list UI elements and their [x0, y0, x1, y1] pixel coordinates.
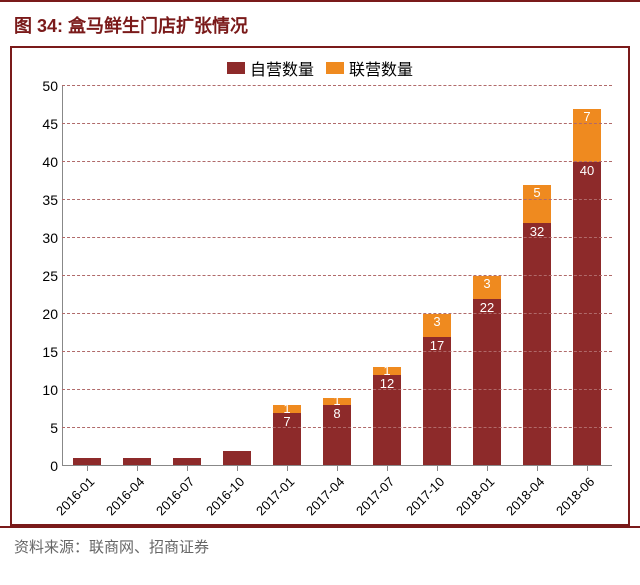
x-tick-mark — [537, 466, 538, 471]
y-tick-label: 5 — [24, 420, 58, 436]
y-gridline — [62, 161, 612, 162]
y-tick-label: 35 — [24, 192, 58, 208]
y-gridline — [62, 237, 612, 238]
y-tick-label: 30 — [24, 230, 58, 246]
x-tick-mark — [287, 466, 288, 471]
x-tick-label: 2016-01 — [53, 474, 97, 518]
bar-value-label: 8 — [323, 406, 351, 421]
bar-segment — [223, 451, 251, 466]
bar-value-label: 7 — [573, 109, 601, 124]
y-axis: 05101520253035404550 — [22, 86, 62, 466]
bar-value-label: 3 — [423, 314, 451, 329]
x-tick-label: 2017-10 — [403, 474, 447, 518]
x-tick-label: 2017-07 — [353, 474, 397, 518]
x-tick-mark — [437, 466, 438, 471]
chart-title: 图 34: 盒马鲜生门店扩张情况 — [14, 12, 626, 38]
title-bar: 图 34: 盒马鲜生门店扩张情况 — [0, 0, 640, 46]
bar-segment — [473, 299, 501, 466]
x-tick-mark — [587, 466, 588, 471]
x-axis-labels: 2016-012016-042016-072016-102017-012017-… — [62, 466, 612, 526]
y-tick-label: 20 — [24, 306, 58, 322]
x-tick-label: 2018-06 — [553, 474, 597, 518]
bar-segment — [573, 162, 601, 466]
x-tick-mark — [237, 466, 238, 471]
bar-value-label: 1 — [273, 401, 301, 416]
y-tick-label: 10 — [24, 382, 58, 398]
bar-value-label: 1 — [323, 393, 351, 408]
bar-segment — [523, 223, 551, 466]
y-gridline — [62, 123, 612, 124]
x-tick-label: 2018-01 — [453, 474, 497, 518]
y-gridline — [62, 85, 612, 86]
y-gridline — [62, 275, 612, 276]
x-tick-mark — [137, 466, 138, 471]
x-tick-mark — [87, 466, 88, 471]
legend-item: 联营数量 — [326, 56, 413, 80]
y-tick-label: 45 — [24, 116, 58, 132]
x-tick-label: 2018-04 — [503, 474, 547, 518]
y-tick-label: 40 — [24, 154, 58, 170]
bars-layer: 7181121173223325407 — [62, 86, 612, 466]
legend: 自营数量 联营数量 — [22, 56, 618, 80]
figure-container: 图 34: 盒马鲜生门店扩张情况 自营数量联营数量 05101520253035… — [0, 0, 640, 585]
y-tick-label: 15 — [24, 344, 58, 360]
source-text: 资料来源：联商网、招商证券 — [0, 526, 640, 565]
plot-area: 05101520253035404550 7181121173223325407 — [62, 86, 612, 466]
legend-swatch — [326, 62, 344, 74]
x-tick-label: 2016-10 — [203, 474, 247, 518]
x-tick-label: 2017-01 — [253, 474, 297, 518]
bar-value-label: 1 — [373, 363, 401, 378]
y-gridline — [62, 351, 612, 352]
bar-value-label: 3 — [473, 276, 501, 291]
x-tick-mark — [387, 466, 388, 471]
bar-value-label: 5 — [523, 185, 551, 200]
x-tick-mark — [487, 466, 488, 471]
x-tick-mark — [187, 466, 188, 471]
bar-segment — [423, 337, 451, 466]
x-tick-label: 2017-04 — [303, 474, 347, 518]
y-tick-label: 0 — [24, 458, 58, 474]
plot-frame: 自营数量联营数量 05101520253035404550 7181121173… — [10, 46, 630, 526]
legend-label: 联营数量 — [349, 56, 413, 80]
x-tick-label: 2016-07 — [153, 474, 197, 518]
legend-swatch — [227, 62, 245, 74]
y-tick-label: 50 — [24, 78, 58, 94]
bar-value-label: 40 — [573, 163, 601, 178]
x-tick-label: 2016-04 — [103, 474, 147, 518]
y-gridline — [62, 427, 612, 428]
y-tick-label: 25 — [24, 268, 58, 284]
legend-label: 自营数量 — [250, 56, 314, 80]
y-gridline — [62, 199, 612, 200]
y-gridline — [62, 389, 612, 390]
legend-item: 自营数量 — [227, 56, 314, 80]
x-tick-mark — [337, 466, 338, 471]
y-gridline — [62, 313, 612, 314]
